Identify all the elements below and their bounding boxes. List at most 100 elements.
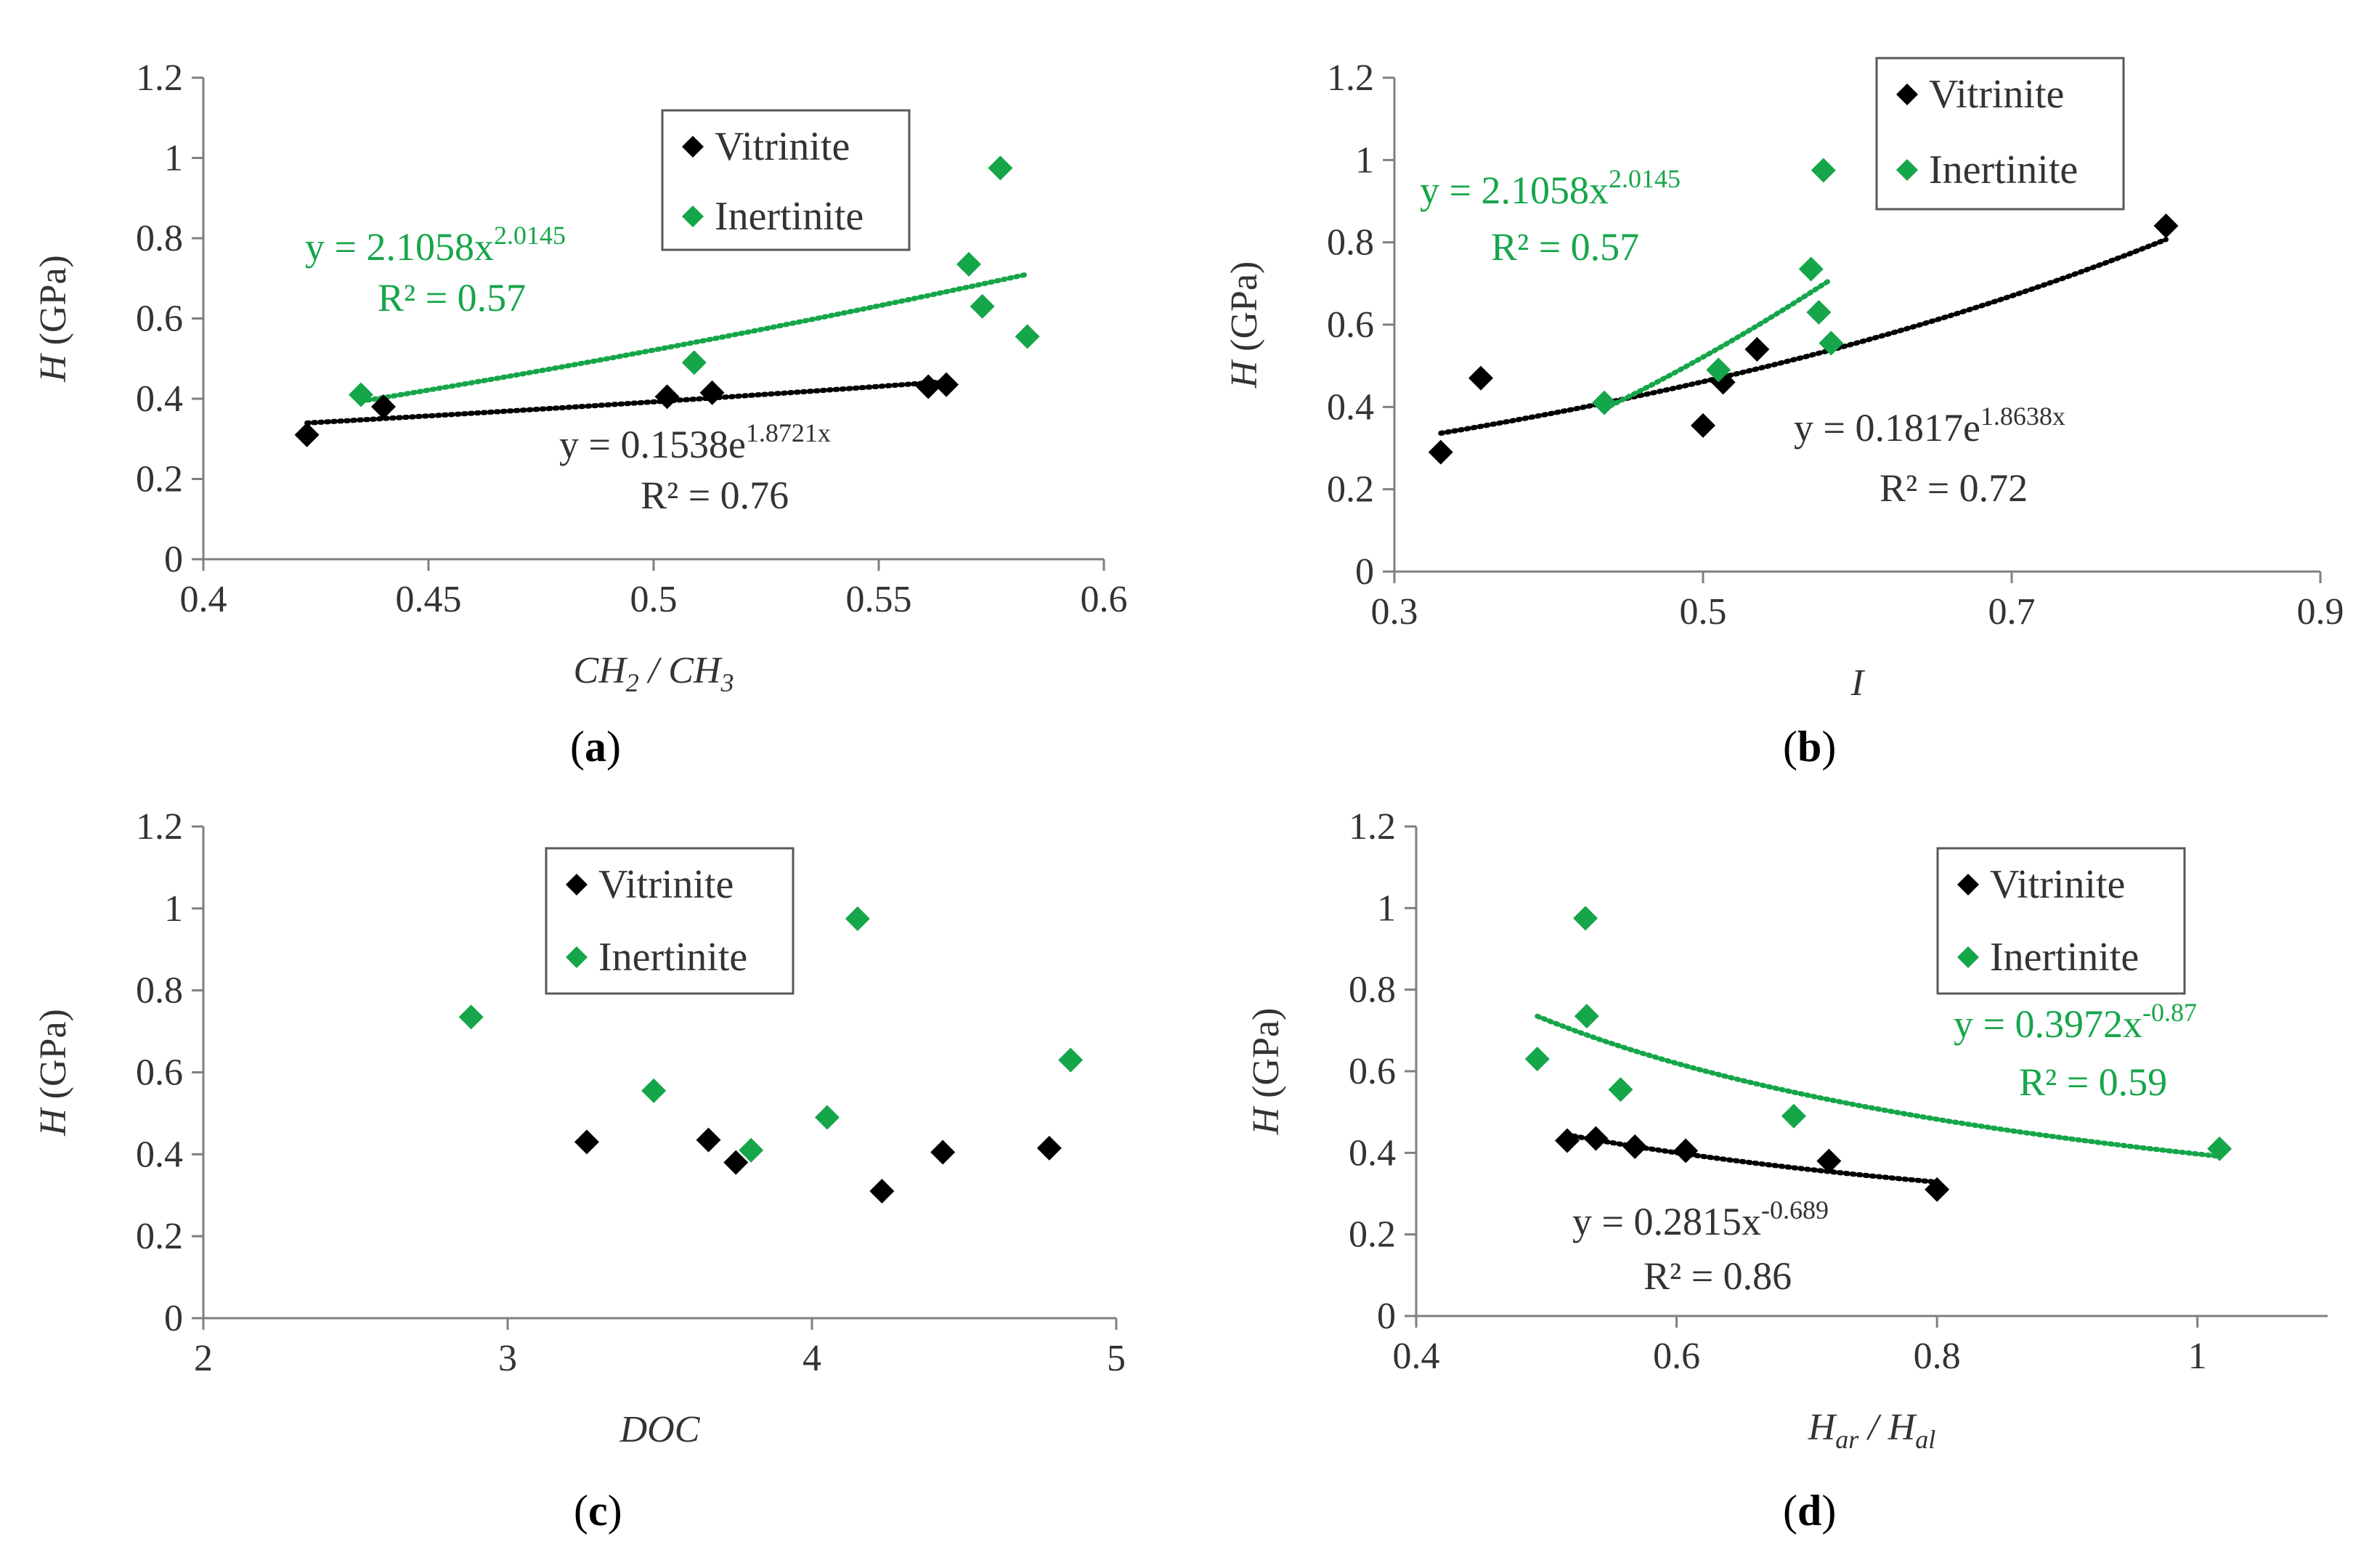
x-axis-label: I <box>1850 662 1866 704</box>
trendline-inertinite <box>1535 1013 2222 1159</box>
y-tick-label: 0.4 <box>1327 386 1374 428</box>
y-tick-label: 0 <box>164 539 183 580</box>
data-point-vitrinite <box>696 1127 721 1153</box>
legend-marker-vitrinite <box>1896 84 1918 105</box>
data-point-vitrinite <box>574 1129 599 1155</box>
data-point-inertinite <box>1706 357 1731 383</box>
r-squared-label: R² = 0.86 <box>1643 1254 1792 1298</box>
x-tick-label: 0.7 <box>1988 591 2036 633</box>
data-point-inertinite <box>1608 1077 1633 1102</box>
y-tick-label: 1 <box>1377 887 1396 929</box>
data-point-vitrinite <box>654 384 680 410</box>
y-tick-label: 0.6 <box>136 298 183 340</box>
x-axis-label: DOC <box>619 1409 701 1450</box>
data-point-inertinite <box>1819 330 1844 356</box>
data-point-vitrinite <box>1925 1177 1950 1202</box>
legend: Vitrinite Inertinite <box>661 109 911 251</box>
y-tick-label: 0.2 <box>1327 469 1374 511</box>
legend-label: Vitrinite <box>1929 72 2064 117</box>
data-point-inertinite <box>1573 906 1598 931</box>
y-tick-label: 1.2 <box>136 57 183 99</box>
data-point-inertinite <box>2207 1136 2232 1161</box>
x-tick-label: 0.5 <box>1680 591 1727 633</box>
data-point-vitrinite <box>294 422 320 447</box>
trendline-inertinite <box>1601 277 1834 412</box>
panel-label: (b) <box>1783 723 1836 771</box>
data-point-vitrinite <box>699 380 725 405</box>
data-point-inertinite <box>845 906 870 931</box>
y-tick-label: 0.8 <box>1327 222 1374 264</box>
data-point-vitrinite <box>1468 365 1493 391</box>
data-point-inertinite <box>349 382 373 407</box>
x-tick-label: 0.55 <box>846 579 912 620</box>
data-point-vitrinite <box>1583 1126 1609 1151</box>
data-point-inertinite <box>1592 390 1617 415</box>
x-tick-label: 0.6 <box>1653 1336 1700 1377</box>
y-tick-label: 0.8 <box>1349 970 1396 1011</box>
legend-marker-vitrinite <box>682 136 704 158</box>
data-point-inertinite <box>641 1078 667 1103</box>
r-squared-label: R² = 0.57 <box>1491 225 1639 269</box>
data-point-inertinite <box>458 1004 484 1030</box>
y-tick-label: 0.4 <box>1349 1132 1396 1174</box>
data-point-inertinite <box>1058 1047 1084 1073</box>
x-tick-label: 0.9 <box>2297 591 2344 633</box>
legend-label: Vitrinite <box>598 862 734 907</box>
legend-label: Inertinite <box>1929 147 2078 192</box>
y-tick-label: 0.6 <box>136 1052 183 1094</box>
trendline-equation: y = 0.3972x-0.87 <box>1954 998 2197 1046</box>
legend: Vitrinite Inertinite <box>1936 847 2186 995</box>
x-tick-label: 0.8 <box>1914 1336 1961 1377</box>
data-point-vitrinite <box>723 1150 749 1175</box>
r-squared-label: R² = 0.57 <box>378 276 526 320</box>
trendline-inertinite <box>358 272 1031 404</box>
y-tick-label: 1.2 <box>1327 57 1374 99</box>
data-point-inertinite <box>681 350 707 375</box>
y-tick-label: 0.6 <box>1349 1051 1396 1092</box>
legend-box <box>545 847 795 995</box>
x-tick-label: 0.45 <box>396 579 462 620</box>
y-tick-label: 0.2 <box>136 459 183 500</box>
y-tick-label: 0 <box>1355 551 1374 593</box>
y-tick-label: 0.4 <box>136 1134 183 1175</box>
x-axis-label: CH2 / CH3 <box>574 650 734 697</box>
data-point-vitrinite <box>869 1179 895 1204</box>
legend-label: Inertinite <box>598 935 747 980</box>
y-tick-label: 1.2 <box>136 806 183 848</box>
data-point-inertinite <box>1811 158 1836 183</box>
y-tick-label: 0.8 <box>136 218 183 259</box>
trendline-vitrinite <box>304 378 949 426</box>
y-tick-label: 0.2 <box>1349 1214 1396 1256</box>
legend-label: Vitrinite <box>715 124 850 169</box>
y-tick-label: 0.6 <box>1327 304 1374 346</box>
data-point-vitrinite <box>934 372 959 397</box>
legend-box <box>1875 57 2125 211</box>
data-point-inertinite <box>1574 1004 1599 1029</box>
x-tick-label: 0.4 <box>180 579 227 620</box>
data-point-inertinite <box>1781 1103 1806 1129</box>
y-tick-label: 0 <box>1377 1296 1396 1337</box>
data-point-inertinite <box>814 1105 840 1130</box>
legend-marker-vitrinite <box>566 874 588 895</box>
legend-label: Inertinite <box>715 194 864 239</box>
data-point-vitrinite <box>1691 413 1715 438</box>
data-point-inertinite <box>1798 256 1824 282</box>
legend-label: Inertinite <box>1990 935 2139 980</box>
data-point-vitrinite <box>1428 439 1453 465</box>
trendline-equation: y = 2.1058x2.0145 <box>305 221 566 269</box>
legend-box <box>1936 847 2186 995</box>
trendline-equation: y = 2.1058x2.0145 <box>1420 164 1681 212</box>
panel-label: (c) <box>574 1487 622 1535</box>
legend: Vitrinite Inertinite <box>545 847 795 995</box>
panel-label: (d) <box>1783 1487 1836 1535</box>
x-tick-label: 5 <box>1107 1338 1126 1379</box>
chart-panel-c: 0 0.2 0.4 0.6 0.8 1 1.2 2 3 4 5 H (GPa) DOC Vitrinite… <box>33 806 1126 1535</box>
data-point-vitrinite <box>1816 1148 1842 1174</box>
data-point-inertinite <box>739 1137 764 1163</box>
x-tick-label: 2 <box>194 1338 213 1379</box>
legend-box <box>661 109 911 251</box>
r-squared-label: R² = 0.76 <box>641 474 789 517</box>
x-tick-label: 4 <box>803 1338 821 1379</box>
y-axis-label: H (GPa) <box>1246 1008 1287 1136</box>
